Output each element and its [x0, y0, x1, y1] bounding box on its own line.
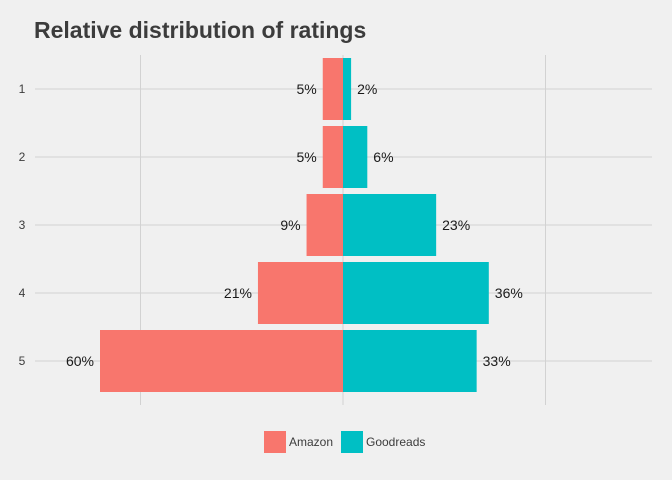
y-axis-ticks: 1 2 3 4 5 — [19, 82, 26, 368]
data-label-amazon-5: 60% — [66, 353, 94, 369]
data-label-amazon-1: 5% — [297, 81, 317, 97]
legend-swatch — [264, 431, 286, 453]
y-tick-label: 5 — [19, 354, 26, 368]
data-labels: 5% 5% 9% 21% 60% 2% 6% 23% 36% 33% — [66, 81, 523, 369]
bar-amazon-3 — [306, 194, 343, 256]
bar-goodreads-4 — [343, 262, 489, 324]
data-label-goodreads-4: 36% — [495, 285, 523, 301]
bar-goodreads-3 — [343, 194, 437, 256]
legend-label: Amazon — [289, 435, 333, 449]
data-label-goodreads-1: 2% — [357, 81, 377, 97]
legend-swatch — [341, 431, 363, 453]
chart-title: Relative distribution of ratings — [34, 17, 366, 43]
legend[interactable]: Amazon Goodreads — [264, 431, 425, 453]
data-label-goodreads-5: 33% — [483, 353, 511, 369]
bar-amazon-1 — [322, 58, 343, 120]
bar-amazon-4 — [257, 262, 343, 324]
legend-item-goodreads[interactable]: Goodreads — [341, 431, 425, 453]
y-tick-label: 3 — [19, 218, 26, 232]
bar-goodreads-5 — [343, 330, 477, 392]
data-label-goodreads-3: 23% — [442, 217, 470, 233]
legend-item-amazon[interactable]: Amazon — [264, 431, 333, 453]
bar-goodreads-1 — [343, 58, 352, 120]
data-label-amazon-2: 5% — [297, 149, 317, 165]
bar-amazon-2 — [322, 126, 343, 188]
data-label-goodreads-2: 6% — [373, 149, 393, 165]
data-label-amazon-3: 9% — [280, 217, 300, 233]
bars — [100, 58, 489, 392]
y-tick-label: 2 — [19, 150, 26, 164]
y-tick-label: 1 — [19, 82, 26, 96]
legend-label: Goodreads — [366, 435, 425, 449]
bar-amazon-5 — [100, 330, 343, 392]
data-label-amazon-4: 21% — [224, 285, 252, 301]
y-tick-label: 4 — [19, 286, 26, 300]
bar-goodreads-2 — [343, 126, 368, 188]
